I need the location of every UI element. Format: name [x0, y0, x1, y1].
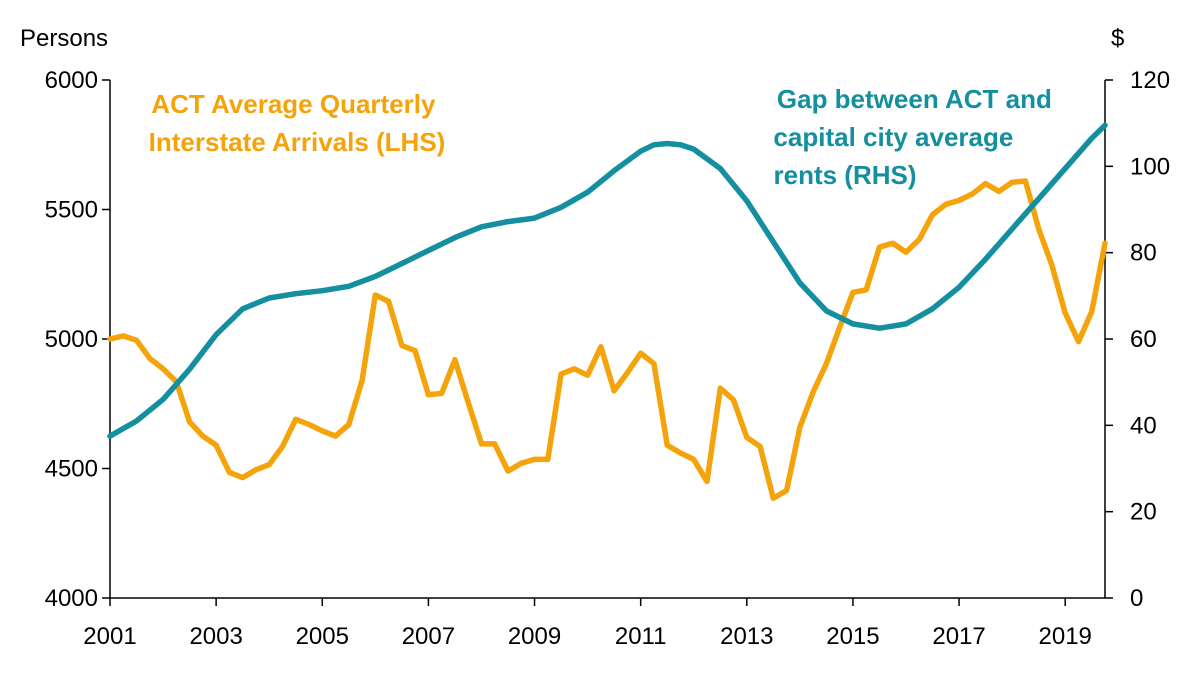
right-tick-label: 100	[1130, 153, 1170, 180]
right-tick-label: 80	[1130, 240, 1157, 267]
left-axis-unit-label: Persons	[20, 25, 108, 52]
series-label-rent-gap-line-3: rents (RHS)	[773, 160, 916, 190]
left-tick-label: 4500	[45, 456, 98, 483]
right-tick-label: 20	[1130, 499, 1157, 526]
series-line-arrivals	[107, 178, 1108, 502]
series-label-arrivals-line-2: Interstate Arrivals (LHS)	[149, 127, 446, 157]
plot-area: 4000 4500 5000 5500 6000 0 20 40 60 80 100 120 200…	[45, 67, 1170, 650]
x-tick-label: 2005	[296, 623, 349, 650]
left-tick-label: 5000	[45, 326, 98, 353]
x-tick-label: 2017	[932, 623, 985, 650]
series-label-rent-gap-line-1: Gap between ACT and	[777, 84, 1052, 114]
series-label-rent-gap-line-2: capital city average	[773, 122, 1013, 152]
x-tick-label: 2013	[720, 623, 773, 650]
x-tick-label: 2007	[402, 623, 455, 650]
series-label-arrivals-line-1: ACT Average Quarterly	[151, 89, 436, 119]
right-tick-label: 0	[1130, 585, 1143, 612]
series-label-rent-gap: Gap between ACT and capital city average…	[773, 84, 1059, 190]
x-tick-label: 2011	[615, 623, 667, 650]
right-axis-ticks: 0 20 40 60 80 100 120	[1105, 67, 1170, 612]
x-tick-label: 2015	[826, 623, 879, 650]
x-tick-label: 2001	[83, 623, 136, 650]
x-tick-label: 2019	[1039, 623, 1092, 650]
x-tick-label: 2009	[508, 623, 561, 650]
series-lines	[107, 122, 1108, 502]
series-line-rent-gap	[107, 122, 1108, 439]
left-tick-label: 5500	[45, 197, 98, 224]
x-axis-ticks: 2001 2003 2005 2007 2009 2011 2013 2015 2017 2019	[83, 598, 1092, 650]
series-label-arrivals: ACT Average Quarterly Interstate Arrival…	[149, 89, 446, 157]
left-tick-label: 6000	[45, 67, 98, 94]
right-tick-label: 40	[1130, 412, 1157, 439]
right-tick-label: 120	[1130, 67, 1170, 94]
x-tick-label: 2003	[189, 623, 242, 650]
left-tick-label: 4000	[45, 585, 98, 612]
right-axis-unit-label: $	[1111, 25, 1124, 52]
left-axis-ticks: 4000 4500 5000 5500 6000	[45, 67, 110, 612]
right-tick-label: 60	[1130, 326, 1157, 353]
